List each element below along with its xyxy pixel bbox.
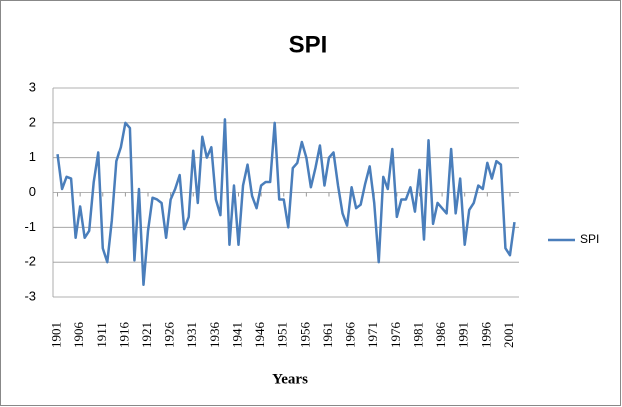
y-tick-label: -2 bbox=[24, 254, 36, 269]
x-tick-label: 1911 bbox=[94, 322, 109, 348]
x-tick-label: 2001 bbox=[501, 322, 516, 348]
y-tick-label: 3 bbox=[29, 79, 36, 94]
x-tick-label: 1956 bbox=[297, 322, 312, 349]
x-tick-label: 1931 bbox=[184, 322, 199, 348]
data-line bbox=[56, 118, 516, 287]
x-tick-label: 1916 bbox=[116, 322, 131, 349]
x-tick-label: 1966 bbox=[343, 322, 358, 349]
x-tick-label: 1991 bbox=[456, 322, 471, 348]
y-tick-label: 1 bbox=[29, 149, 36, 164]
x-axis-label: Years bbox=[272, 371, 308, 387]
x-tick-label: 1901 bbox=[49, 322, 64, 348]
x-tick-label: 1976 bbox=[388, 322, 403, 349]
y-tick-label: 0 bbox=[29, 184, 36, 199]
x-tick-label: 1941 bbox=[229, 322, 244, 348]
chart-title: SPI bbox=[289, 31, 328, 58]
x-tick-label: 1936 bbox=[207, 322, 222, 349]
x-tick-label: 1926 bbox=[162, 322, 177, 349]
y-tick-label: 2 bbox=[29, 114, 36, 129]
x-tick-label: 1906 bbox=[71, 322, 86, 349]
x-tick-label: 1996 bbox=[478, 321, 493, 348]
x-tick-label: 1981 bbox=[410, 322, 425, 348]
x-tick-label: 1986 bbox=[433, 322, 448, 349]
x-tick-label: 1946 bbox=[252, 322, 267, 349]
y-tick-label: -3 bbox=[24, 288, 36, 303]
x-tick-label: 1961 bbox=[320, 322, 335, 348]
legend-label: SPI bbox=[580, 232, 599, 246]
x-tick-label: 1971 bbox=[365, 322, 380, 348]
x-tick-label: 1951 bbox=[275, 322, 290, 348]
x-tick-label: 1921 bbox=[139, 322, 154, 348]
y-tick-label: -1 bbox=[24, 219, 36, 234]
